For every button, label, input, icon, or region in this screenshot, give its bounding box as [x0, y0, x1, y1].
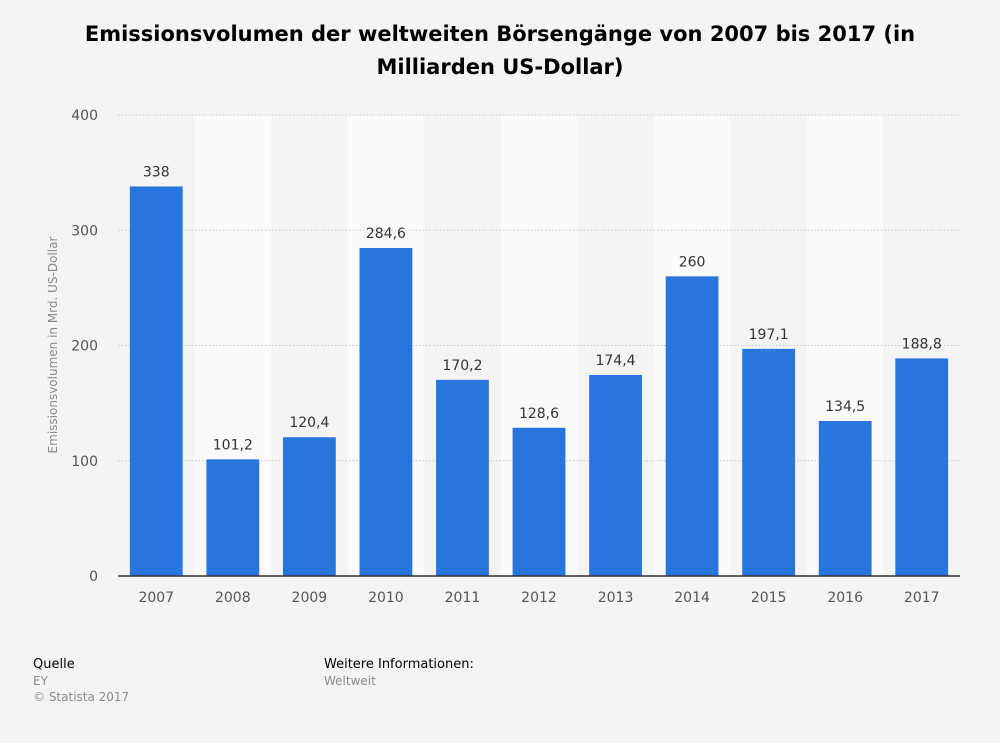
data-label: 134,5: [825, 399, 865, 415]
data-label: 284,6: [366, 226, 406, 242]
x-tick-label: 2016: [827, 590, 863, 606]
bar: [665, 276, 719, 576]
y-axis-label: Emissionsvolumen in Mrd. US-Dollar: [46, 236, 60, 454]
y-axis-ticks: 0 100 200 300 400: [71, 108, 98, 585]
source-block: Quelle EY © Statista 2017: [33, 657, 129, 705]
chart-title: Emissionsvolumen der weltweiten Börsengä…: [84, 22, 916, 79]
x-tick-label: 2014: [674, 590, 710, 606]
y-tick-label: 400: [71, 108, 98, 124]
x-tick-label: 2015: [751, 590, 787, 606]
bars: [129, 186, 949, 576]
y-tick-label: 300: [71, 223, 98, 239]
bar: [818, 420, 872, 576]
bar: [359, 247, 413, 576]
source-heading: Quelle: [33, 657, 75, 672]
bar: [282, 437, 336, 576]
bar: [895, 358, 949, 576]
bar: [742, 348, 796, 576]
copyright-text: © Statista 2017: [33, 690, 130, 704]
info-text: Weltweit: [324, 674, 376, 688]
info-heading: Weitere Informationen:: [324, 657, 474, 672]
x-tick-label: 2017: [904, 590, 940, 606]
data-label: 260: [679, 254, 706, 270]
bar: [512, 427, 566, 576]
source-text: EY: [33, 674, 48, 688]
data-label: 101,2: [213, 437, 253, 453]
y-tick-label: 100: [71, 454, 98, 470]
data-label: 170,2: [442, 358, 482, 374]
data-label: 188,8: [902, 336, 942, 352]
x-tick-label: 2013: [598, 590, 634, 606]
y-tick-label: 200: [71, 339, 98, 355]
bar: [589, 375, 642, 576]
bar: [129, 186, 183, 576]
info-block: Weitere Informationen: Weltweit: [324, 657, 474, 689]
value-labels: 338 101,2 120,4 284,6 170,2 128,6 174,4 260 197,…: [143, 164, 942, 453]
data-label: 128,6: [519, 406, 559, 422]
x-tick-label: 2007: [138, 590, 174, 606]
x-tick-label: 2011: [445, 590, 481, 606]
x-tick-label: 2009: [292, 590, 328, 606]
y-tick-label: 0: [89, 569, 98, 585]
bar: [436, 379, 489, 576]
x-axis-ticks: 2007 2008 2009 2010 2011 2012 2013 2014 2015 2016…: [138, 590, 939, 606]
x-tick-label: 2008: [215, 590, 251, 606]
data-label: 338: [143, 164, 170, 180]
x-tick-label: 2012: [521, 590, 557, 606]
data-label: 174,4: [595, 353, 635, 369]
data-label: 197,1: [749, 327, 789, 343]
x-tick-label: 2010: [368, 590, 404, 606]
bar: [206, 459, 260, 576]
data-label: 120,4: [289, 415, 329, 431]
